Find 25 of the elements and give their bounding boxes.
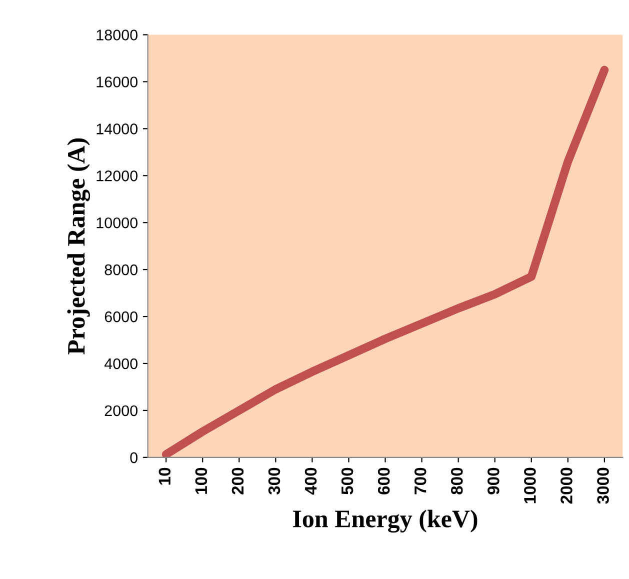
- y-tick-label: 18000: [96, 30, 138, 40]
- x-tick-label: 500: [341, 468, 354, 494]
- x-tick-label: 800: [450, 468, 463, 494]
- x-tick-label: 600: [378, 468, 390, 494]
- x-tick-label: 400: [304, 468, 317, 495]
- y-tick-label: 12000: [96, 170, 138, 182]
- y-tick-label: 0: [130, 452, 138, 464]
- y-tick-label: 2000: [104, 405, 138, 416]
- x-tick-label: 700: [414, 468, 426, 494]
- y-axis-title: Projected Range (A): [67, 138, 90, 354]
- x-tick-label: 200: [232, 468, 244, 494]
- x-tick-label: 900: [488, 468, 500, 494]
- y-tick-label: 8000: [104, 264, 138, 276]
- x-tick-label: 3000: [597, 468, 609, 504]
- x-axis-title: Ion Energy (keV): [293, 510, 478, 533]
- y-tick-label: 10000: [96, 217, 138, 228]
- y-tick-label: 6000: [104, 311, 138, 322]
- x-tick-label: 100: [195, 468, 208, 494]
- y-tick-label: 16000: [96, 76, 138, 88]
- x-tick-label: 10: [158, 468, 171, 485]
- y-tick-label: 14000: [96, 124, 138, 134]
- y-tick-label: 4000: [104, 358, 138, 370]
- x-tick-label: 2000: [560, 468, 572, 504]
- x-tick-label: 1000: [524, 468, 536, 504]
- x-tick-label: 300: [268, 468, 280, 495]
